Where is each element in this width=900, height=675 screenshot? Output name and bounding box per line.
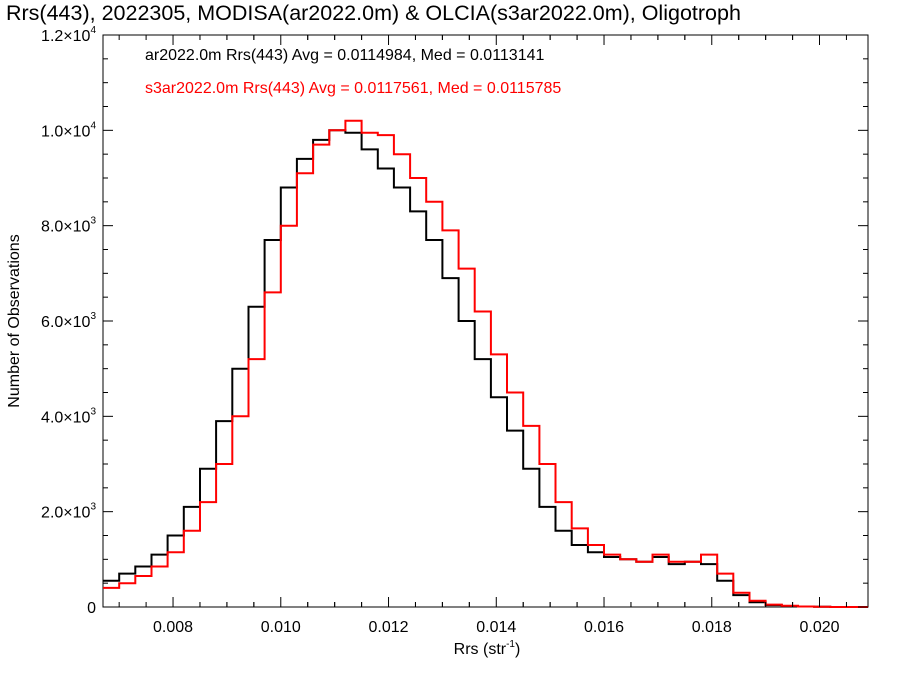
series-line-1 <box>103 129 868 608</box>
series-line-2 <box>103 119 868 608</box>
legend-entry-olcia: s3ar2022.0m Rrs(443) Avg = 0.0117561, Me… <box>145 80 561 97</box>
y-tick-labels: 0 2.0×103 4.0×103 6.0×103 8.0×103 1.0×104 1.2×… <box>41 25 96 617</box>
y-tick-label: 1.2×104 <box>41 25 96 45</box>
ticks-layer <box>103 34 868 608</box>
chart-title: Rrs(443), 2022305, MODISA(ar2022.0m) & O… <box>6 1 741 25</box>
x-tick-label: 0.012 <box>369 619 409 636</box>
legend: ar2022.0m Rrs(443) Avg = 0.0114984, Med … <box>145 47 561 97</box>
x-tick-label: 0.008 <box>153 619 193 636</box>
x-tick-label: 0.016 <box>584 619 624 636</box>
x-axis-label: Rrs (str-1) <box>454 639 521 658</box>
y-tick-label: 2.0×103 <box>41 502 96 522</box>
y-tick-label: 4.0×103 <box>41 406 96 426</box>
legend-entry-modisa: ar2022.0m Rrs(443) Avg = 0.0114984, Med … <box>145 47 544 64</box>
plot-area <box>102 34 869 608</box>
x-tick-labels: 0.008 0.010 0.012 0.014 0.016 0.018 0.020 <box>153 619 840 636</box>
plot-frame <box>102 34 869 608</box>
x-tick-label: 0.014 <box>476 619 516 636</box>
y-tick-label: 1.0×104 <box>41 120 96 140</box>
x-tick-label: 0.018 <box>692 619 732 636</box>
series-layer <box>103 119 868 608</box>
x-axis-label-text: Rrs (str <box>454 641 507 658</box>
y-tick-label: 0 <box>87 600 96 617</box>
x-axis-label-superscript: -1 <box>506 639 515 650</box>
x-axis-label-end: ) <box>515 641 520 658</box>
y-tick-label: 6.0×103 <box>41 311 96 331</box>
x-tick-label: 0.010 <box>261 619 301 636</box>
y-axis-label: Number of Observations <box>6 234 23 407</box>
y-tick-label: 8.0×103 <box>41 216 96 236</box>
x-tick-label: 0.020 <box>799 619 839 636</box>
